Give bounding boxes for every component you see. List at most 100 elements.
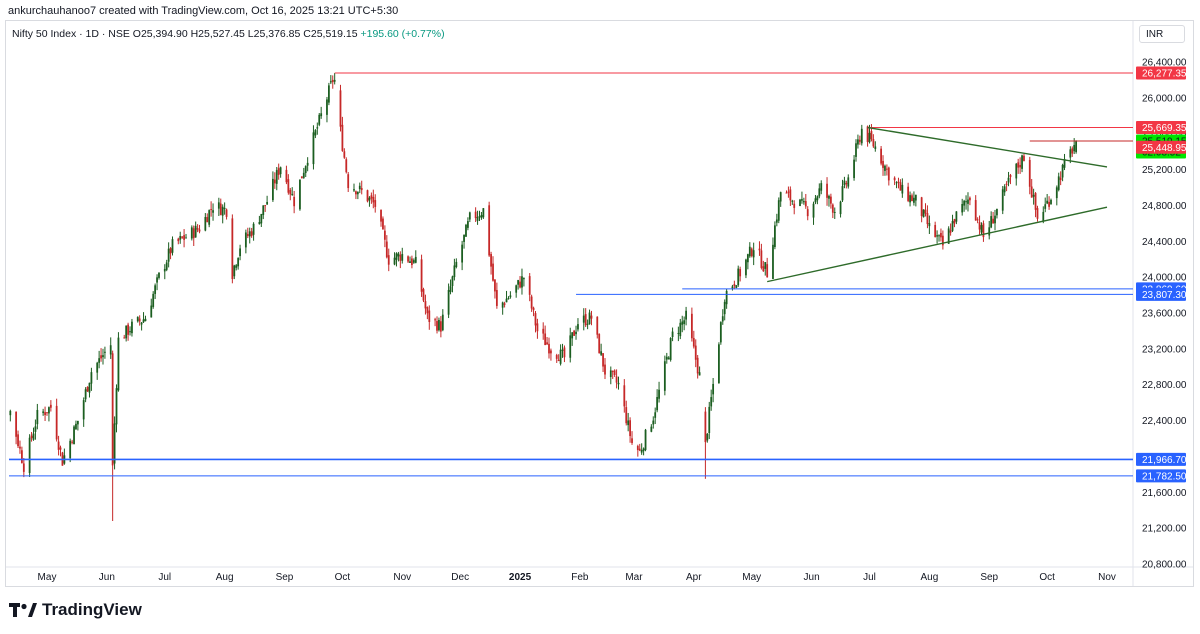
candle-body (401, 253, 404, 261)
candle-body (300, 176, 303, 179)
candle-body (318, 114, 321, 125)
candle-body (654, 412, 657, 418)
x-tick-label: May (742, 572, 761, 583)
candle-body (221, 206, 224, 216)
candle-body (183, 235, 185, 240)
candle-body (156, 277, 158, 283)
candle-body (136, 316, 139, 322)
candle-body (938, 235, 940, 237)
candle-body (86, 386, 89, 392)
candle-body (327, 85, 330, 103)
candle-body (208, 210, 211, 225)
candle-body (953, 219, 956, 224)
candle-body (855, 143, 857, 157)
candle-body (806, 209, 809, 217)
candle-body (453, 265, 456, 278)
candle-body (708, 406, 711, 433)
candle-body (758, 248, 761, 251)
candle-body (102, 355, 104, 358)
candle-body (409, 261, 411, 263)
candle-body (1023, 155, 1025, 161)
candle-body (144, 318, 147, 322)
candle-body (478, 216, 481, 218)
candle-body (974, 200, 977, 221)
x-tick-label: Aug (216, 572, 234, 583)
trend-line[interactable] (767, 206, 1108, 283)
candle-body (395, 253, 398, 260)
candle-body (523, 278, 525, 280)
candle-body (237, 258, 240, 267)
candle-body (559, 349, 562, 364)
candle-body (69, 440, 72, 459)
candle-body (320, 113, 323, 117)
candle-body (555, 355, 558, 359)
candle-body (509, 295, 512, 298)
candle-body (414, 256, 417, 263)
candle-body (723, 301, 726, 315)
candle-body (965, 201, 967, 203)
candle-body (725, 290, 728, 305)
candle-body (1055, 187, 1058, 199)
x-tick-label: Oct (1039, 572, 1055, 583)
x-tick-label: Dec (451, 572, 469, 583)
tradingview-logo[interactable]: TradingView (9, 600, 142, 620)
candle-body (9, 410, 12, 416)
candle-body (75, 423, 77, 430)
candle-body (967, 199, 969, 204)
candle-body (206, 217, 209, 223)
candle-body (326, 99, 328, 115)
candle-body (339, 90, 342, 127)
candle-body (505, 298, 508, 303)
candle-body (355, 191, 357, 195)
candle-body (285, 169, 288, 183)
candle-body (1050, 199, 1052, 205)
candle-body (679, 322, 682, 337)
tradingview-logo-icon (9, 603, 37, 617)
ohlc-values: O25,394.90 H25,527.45 L25,376.85 C25,519… (132, 28, 358, 40)
candle-body (289, 189, 292, 195)
tradingview-logo-text: TradingView (42, 600, 142, 619)
candle-body (461, 244, 464, 263)
candle-body (994, 215, 996, 224)
price-label-value: 25,448.95 (1142, 143, 1187, 154)
candle-body (185, 237, 187, 239)
candle-body (331, 79, 334, 83)
candle-body (772, 244, 774, 279)
candle-body (84, 389, 87, 400)
candle-body (194, 225, 197, 238)
candle-body (951, 221, 954, 231)
candle-body (436, 321, 438, 331)
x-tick-label: Jul (158, 572, 171, 583)
candle-body (542, 328, 545, 334)
candle-body (536, 323, 539, 332)
candle-body (370, 195, 373, 199)
candle-body (926, 213, 929, 225)
candle-body (517, 280, 520, 285)
candle-body (152, 293, 155, 307)
candle-body (706, 433, 709, 441)
symbol-name: Nifty 50 Index · 1D · NSE (12, 28, 130, 40)
price-label-box (1136, 452, 1186, 466)
candle-body (588, 312, 591, 325)
currency-button[interactable]: INR (1139, 25, 1185, 43)
candle-body (858, 139, 861, 142)
candle-body (258, 222, 261, 225)
candle-body (343, 151, 346, 158)
candle-body (692, 337, 695, 347)
trend-line[interactable] (867, 126, 1108, 168)
candle-body (739, 269, 742, 277)
candle-body (857, 139, 859, 145)
candle-body (127, 324, 129, 335)
candle-body (913, 197, 915, 203)
candle-body (1005, 183, 1008, 185)
candle-body (260, 213, 263, 224)
candle-body (683, 320, 686, 324)
candle-body (638, 448, 641, 451)
candle-body (698, 372, 701, 376)
candle-body (582, 315, 585, 323)
candle-body (329, 81, 332, 83)
candle-body (22, 463, 25, 472)
candle-body (1036, 208, 1039, 219)
candle-body (353, 189, 355, 191)
